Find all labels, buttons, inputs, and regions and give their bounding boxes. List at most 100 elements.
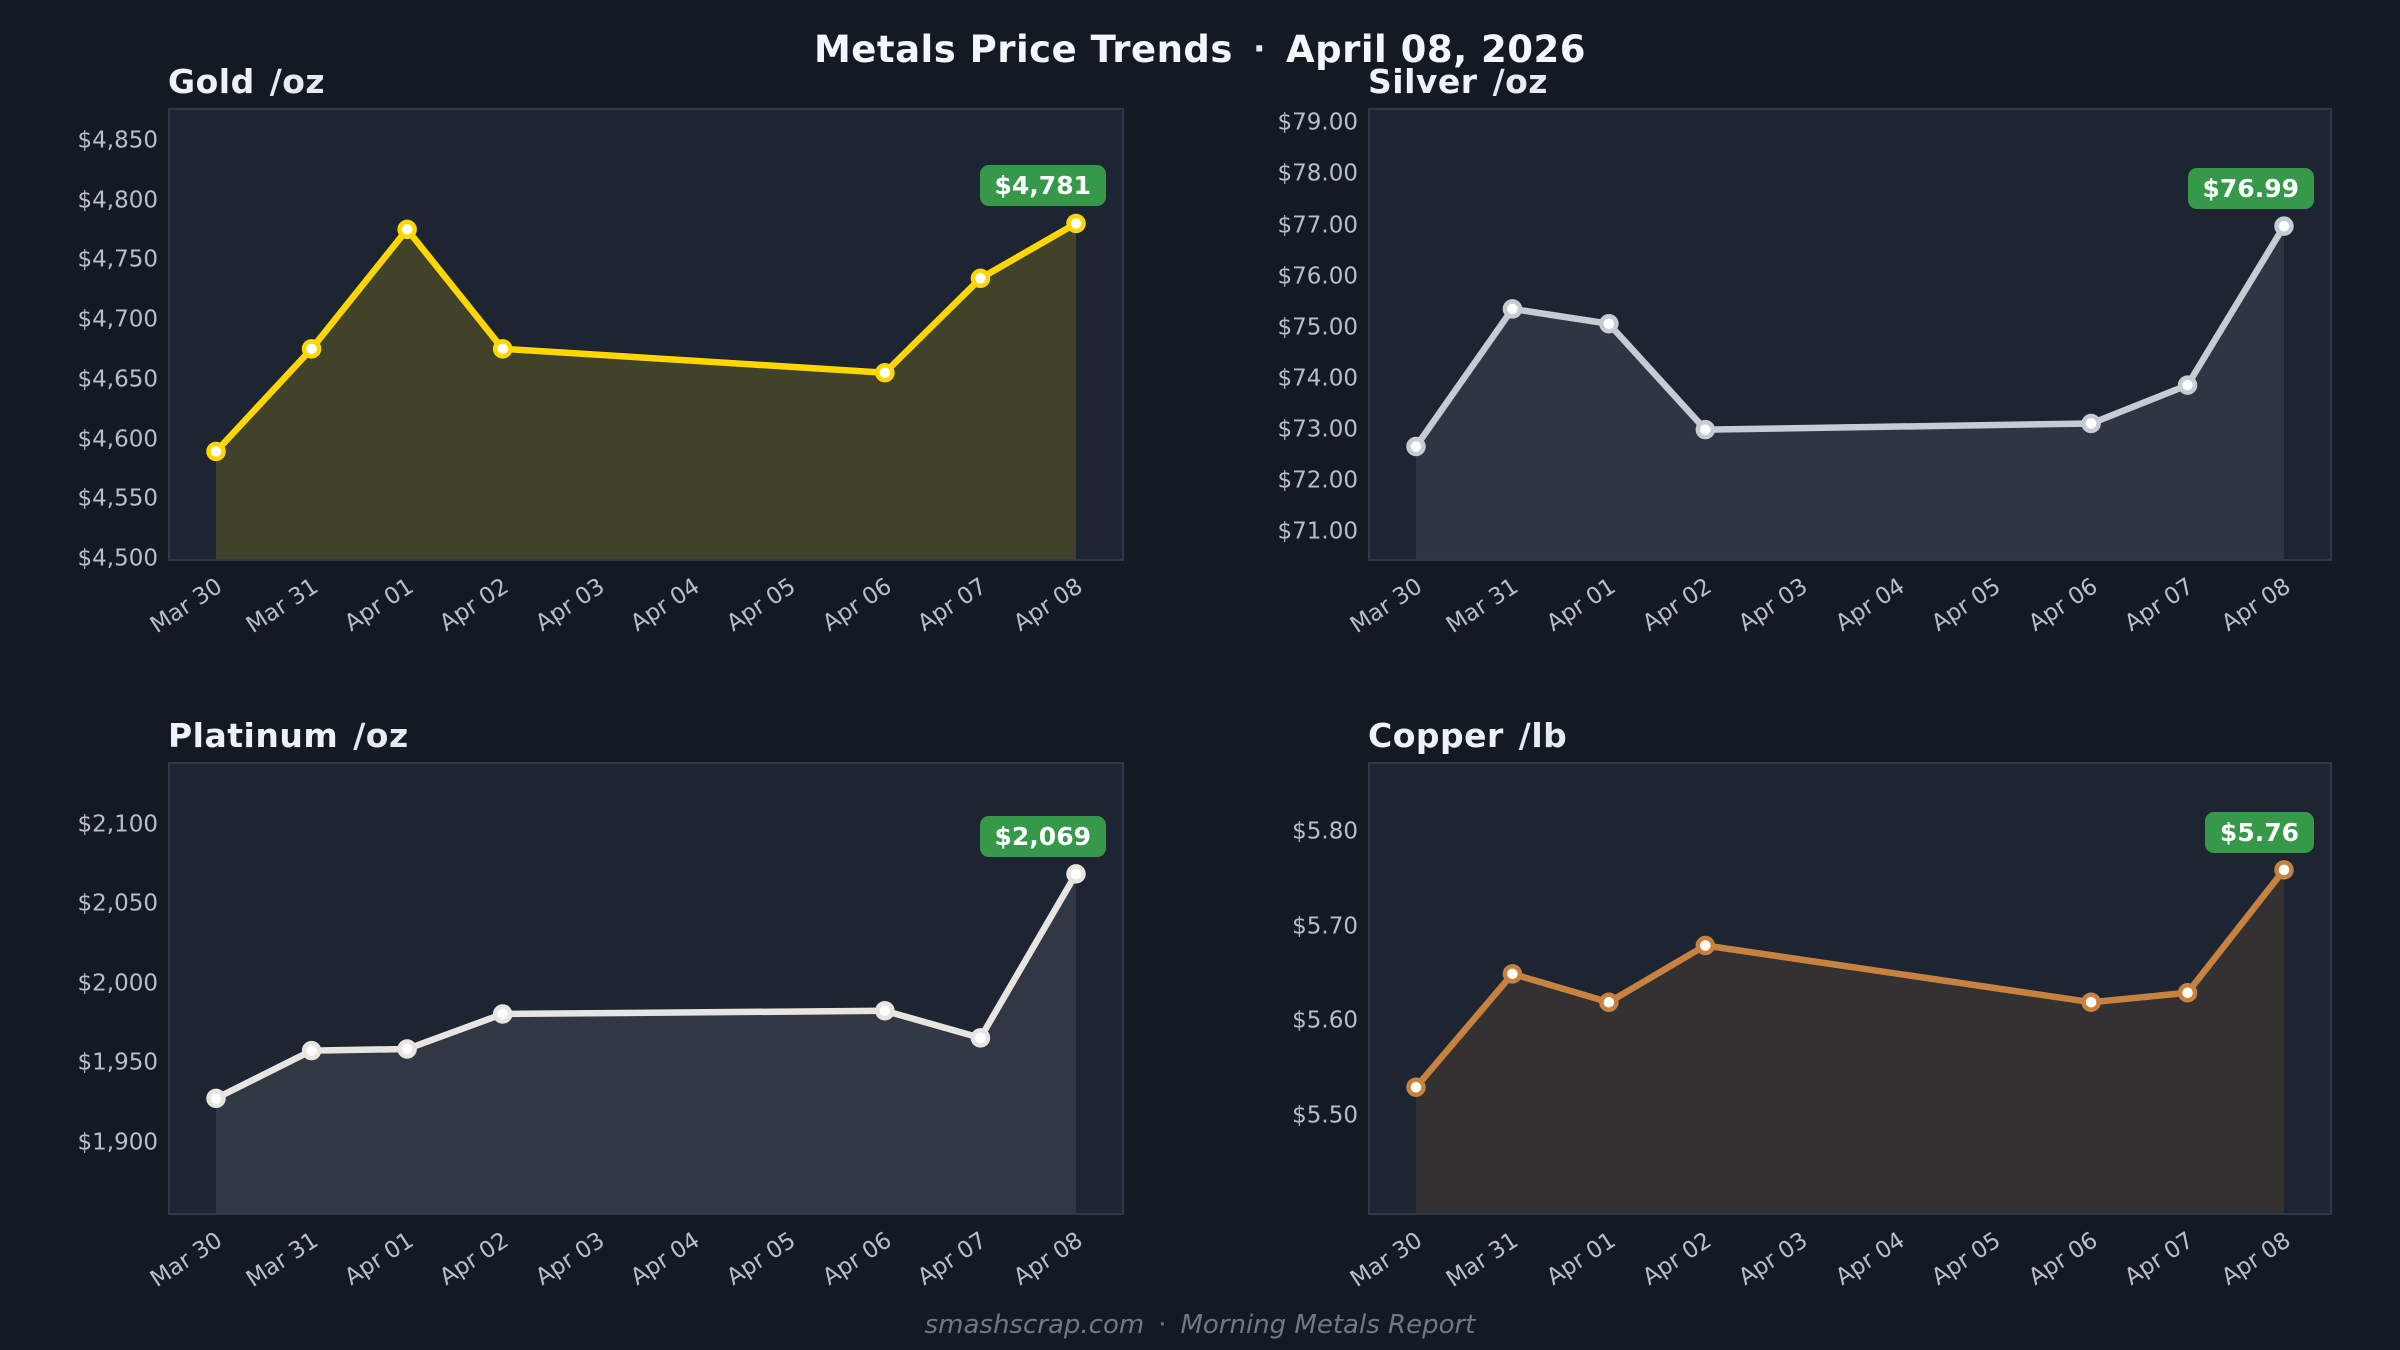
x-axis-label: Apr 07 — [2120, 1227, 2199, 1291]
x-axis-label: Apr 04 — [1831, 1227, 1910, 1291]
platinum-chart-title-metal: Platinum — [168, 716, 339, 755]
x-axis-label: Apr 05 — [1927, 1227, 2006, 1291]
x-axis-label: Apr 04 — [626, 1227, 705, 1291]
y-axis-label: $77.00 — [1277, 212, 1358, 239]
y-axis-label: $74.00 — [1277, 365, 1358, 392]
x-axis-label: Apr 01 — [1541, 1227, 1620, 1291]
data-point-marker — [1502, 964, 1523, 984]
data-point-marker — [397, 219, 417, 240]
page-title: Metals Price Trends · April 08, 2026 — [0, 28, 2400, 71]
y-axis-label: $78.00 — [1277, 160, 1358, 187]
y-axis-label: $4,850 — [77, 127, 158, 154]
platinum-chart-title: Platinum/oz — [168, 716, 1124, 762]
silver-chart-title: Silver/oz — [1368, 62, 2332, 108]
y-axis-label: $5.70 — [1292, 913, 1358, 940]
gold-chart-title-metal: Gold — [168, 62, 255, 101]
x-axis-label: Apr 07 — [913, 573, 992, 637]
y-axis-label: $4,750 — [77, 246, 158, 273]
gold-chart-title: Gold/oz — [168, 62, 1124, 108]
data-point-marker — [875, 1001, 895, 1021]
silver-chart-title-unit: /oz — [1492, 62, 1548, 101]
data-point-marker — [2081, 992, 2101, 1012]
x-axis-label: Apr 03 — [1734, 1227, 1813, 1291]
data-point-marker — [1599, 992, 1619, 1012]
data-point-marker — [206, 1088, 226, 1109]
data-point-marker — [875, 362, 895, 383]
copper-chart-title: Copper/lb — [1368, 716, 2332, 762]
data-point-marker — [2274, 216, 2294, 236]
x-axis-label: Apr 04 — [626, 573, 705, 637]
x-axis-label: Apr 03 — [531, 1227, 610, 1291]
x-axis-label: Apr 05 — [722, 1227, 801, 1291]
x-axis-label: Apr 01 — [1541, 573, 1620, 637]
silver-chart-title-metal: Silver — [1368, 62, 1478, 101]
platinum-plot-area: $2,069 $1,900 $1,950 $2,000 $2,050 $2,100 Mar… — [78, 762, 1124, 1293]
data-point-marker — [301, 1040, 322, 1061]
data-point-marker — [1066, 213, 1086, 234]
x-axis-label: Apr 08 — [1008, 1227, 1088, 1291]
footer-site: smashscrap.com — [924, 1310, 1145, 1340]
data-point-marker — [1599, 314, 1619, 334]
y-axis-label: $4,700 — [77, 306, 158, 333]
data-point-marker — [206, 441, 226, 462]
platinum-line-chart — [206, 864, 1086, 1213]
y-axis-label: $1,950 — [77, 1049, 158, 1076]
x-axis-label: Apr 06 — [817, 573, 896, 637]
title-separator-dot: · — [1252, 29, 1266, 68]
y-axis-label: $71.00 — [1277, 518, 1358, 545]
silver-plot-area: $76.99 $71.00 $72.00 $73.00 $74.00 $75.00 $76… — [1278, 108, 2332, 639]
x-axis-label: Apr 06 — [2023, 1227, 2103, 1291]
x-axis-label: Apr 05 — [1927, 573, 2006, 637]
data-point-marker — [1695, 935, 1716, 956]
x-axis-label: Apr 01 — [339, 573, 419, 637]
y-axis-label: $5.80 — [1292, 818, 1358, 845]
gold-plot-area: $4,781 $4,500 $4,550 $4,600 $4,650 $4,700 $4,… — [78, 108, 1124, 639]
x-axis-label: Mar 30 — [145, 1227, 228, 1293]
footer: smashscrap.com · Morning Metals Report — [0, 1310, 2400, 1340]
x-axis-label: Apr 05 — [722, 573, 801, 637]
copper-line-chart — [1406, 860, 2294, 1213]
platinum-chart: Platinum/oz $2,069 $1,900 $1,950 $2,000 $2,… — [78, 716, 1124, 1293]
x-axis-label: Mar 31 — [1442, 1227, 1524, 1293]
footer-report-label: Morning Metals Report — [1180, 1310, 1476, 1340]
x-axis-label: Apr 07 — [2120, 573, 2199, 637]
x-axis-label: Mar 31 — [241, 573, 323, 639]
data-point-marker — [970, 1028, 991, 1048]
silver-chart: Silver/oz $76.99 $71.00 $72.00 $73.00 $74.0… — [1278, 62, 2332, 639]
y-axis-label: $4,800 — [77, 187, 158, 214]
data-point-marker — [2177, 375, 2198, 395]
x-axis-label: Apr 02 — [435, 573, 514, 637]
x-axis-label: Apr 02 — [435, 1227, 514, 1291]
data-point-marker — [1406, 436, 1426, 457]
x-axis-label: Apr 03 — [1734, 573, 1813, 637]
y-axis-label: $4,650 — [77, 366, 158, 393]
data-point-marker — [1406, 1077, 1426, 1098]
gold-last-price-badge: $4,781 — [979, 165, 1106, 207]
page-title-text: Metals Price Trends — [813, 28, 1233, 71]
data-point-marker — [301, 339, 322, 359]
data-point-marker — [970, 268, 991, 289]
x-axis-label: Mar 31 — [1442, 573, 1524, 639]
footer-separator-dot: · — [1158, 1310, 1167, 1340]
x-axis-label: Apr 08 — [2216, 1227, 2296, 1291]
x-axis-label: Apr 07 — [913, 1227, 992, 1291]
page-title-date: April 08, 2026 — [1286, 28, 1587, 71]
data-point-marker — [492, 339, 513, 359]
y-axis-label: $5.50 — [1292, 1102, 1358, 1129]
copper-chart-title-unit: /lb — [1518, 716, 1568, 755]
x-axis-label: Mar 30 — [1345, 1227, 1428, 1293]
y-axis-label: $4,550 — [77, 485, 158, 512]
data-point-marker — [1695, 419, 1716, 440]
x-axis-label: Mar 30 — [1345, 573, 1428, 639]
y-axis-label: $2,000 — [77, 970, 158, 997]
x-axis-label: Apr 04 — [1831, 573, 1910, 637]
gold-chart: Gold/oz $4,781 $4,500 $4,550 $4,600 $4,650 $… — [78, 62, 1124, 639]
y-axis-label: $76.00 — [1277, 263, 1358, 290]
platinum-last-price-badge: $2,069 — [979, 815, 1106, 857]
x-axis-label: Mar 30 — [145, 573, 228, 639]
y-axis-label: $73.00 — [1277, 416, 1358, 443]
x-axis-label: Mar 31 — [241, 1227, 323, 1293]
silver-last-price-badge: $76.99 — [2187, 168, 2314, 210]
y-axis-label: $5.60 — [1292, 1007, 1358, 1034]
data-point-marker — [2177, 983, 2198, 1003]
